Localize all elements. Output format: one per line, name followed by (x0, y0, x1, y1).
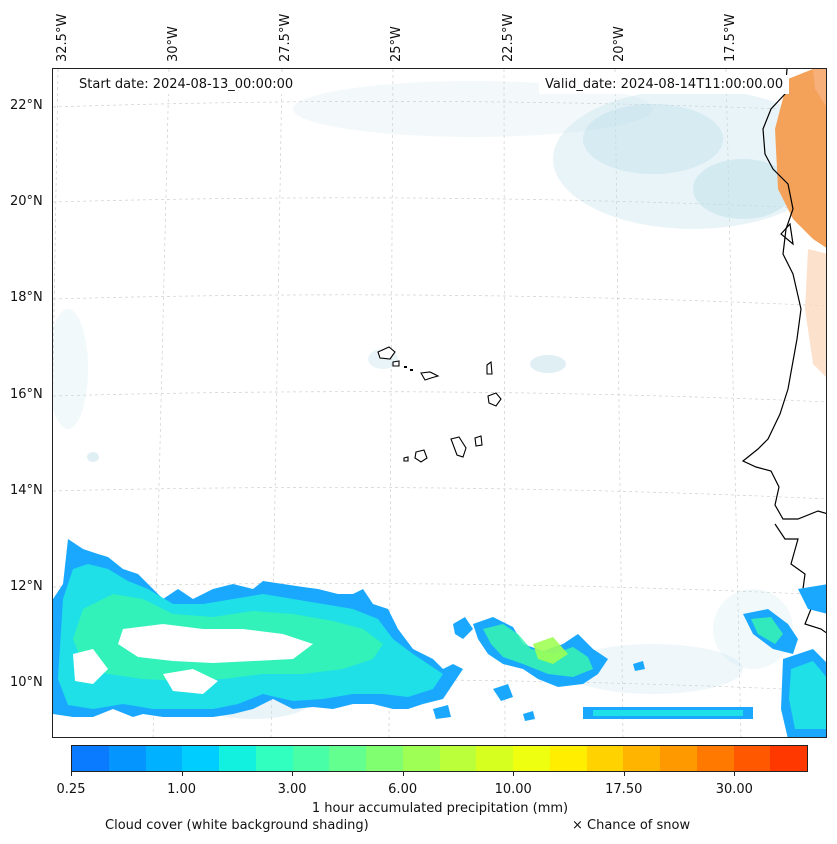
lat-label-10n: 10°N (10, 675, 43, 690)
colorbar-tick-label: 10.00 (494, 782, 532, 797)
lat-label-14n: 14°N (10, 483, 43, 498)
colorbar-label: 1 hour accumulated precipitation (mm) (311, 801, 569, 816)
coastline (741, 69, 826, 634)
colorbar-tick-mark (623, 772, 625, 776)
colorbar-segment (660, 746, 697, 771)
lon-label-32-5w: 32.5°W (55, 13, 70, 62)
valid-date-box: Valid_date: 2024-08-14T11:00:00.00 (539, 75, 790, 94)
lon-label-27-5w: 27.5°W (278, 13, 293, 62)
cloud-cover-note: Cloud cover (white background shading) (105, 818, 369, 833)
precip-africa-north (775, 69, 826, 377)
lat-label-16n: 16°N (10, 387, 43, 402)
start-date-box: Start date: 2024-08-13_00:00:00 (73, 75, 300, 94)
colorbar-segment (72, 746, 109, 771)
cloud-cover-shading (53, 81, 826, 719)
precip-band-south (53, 539, 826, 737)
colorbar-segment (255, 746, 293, 771)
colorbar-tick-mark (292, 772, 294, 776)
colorbar-segment (696, 746, 734, 771)
colorbar-segment (219, 746, 256, 771)
colorbar-tick-label: 3.00 (277, 782, 307, 797)
colorbar-tick-label: 1.00 (167, 782, 197, 797)
colorbar-segment (513, 746, 550, 771)
colorbar-segment (182, 746, 219, 771)
colorbar-tick-label: 0.25 (56, 782, 86, 797)
colorbar-segment (623, 746, 660, 771)
lon-label-17-5w: 17.5°W (723, 13, 738, 62)
colorbar-segment (108, 746, 146, 771)
colorbar-tick-label: 6.00 (388, 782, 418, 797)
lon-label-22-5w: 22.5°W (501, 13, 516, 62)
map-panel[interactable] (52, 68, 827, 738)
colorbar-segment (586, 746, 624, 771)
colorbar-segment (439, 746, 477, 771)
colorbar-segment (145, 746, 183, 771)
lon-label-30w: 30°W (166, 26, 181, 62)
colorbar-segment (292, 746, 330, 771)
precipitation-colorbar (71, 745, 808, 772)
colorbar-tick-label: 17.50 (605, 782, 643, 797)
colorbar-segment (549, 746, 587, 771)
colorbar-segment (733, 746, 771, 771)
colorbar-tick-label: 30.00 (715, 782, 753, 797)
colorbar-segment (366, 746, 403, 771)
colorbar-tick-mark (513, 772, 515, 776)
lat-label-20n: 20°N (10, 194, 43, 209)
lat-label-12n: 12°N (10, 579, 43, 594)
colorbar-tick-mark (402, 772, 404, 776)
lat-label-22n: 22°N (10, 98, 43, 113)
colorbar-tick-mark (734, 772, 736, 776)
small-islets (404, 366, 413, 371)
map-canvas (53, 69, 826, 737)
colorbar-segment (476, 746, 513, 771)
cabo-verde-islands (377, 346, 502, 463)
lon-label-25w: 25°W (389, 26, 404, 62)
lat-label-18n: 18°N (10, 290, 43, 305)
colorbar-tick-mark (71, 772, 72, 776)
colorbar-segment (329, 746, 366, 771)
colorbar-tick-mark (181, 772, 183, 776)
snow-note: × Chance of snow (572, 818, 691, 833)
colorbar-segment (770, 746, 807, 771)
lon-label-20w: 20°W (612, 26, 627, 62)
colorbar-segment (402, 746, 440, 771)
